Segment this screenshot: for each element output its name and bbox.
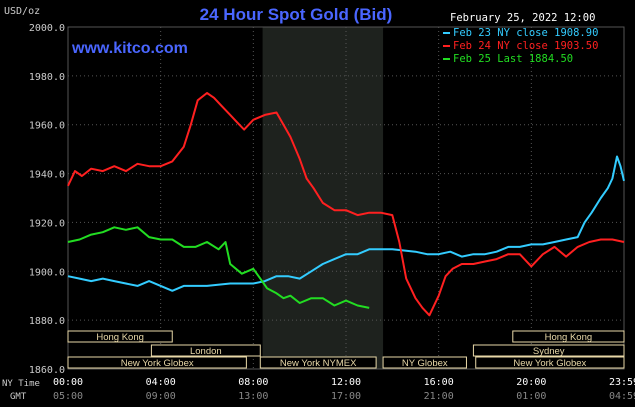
- market-session-box: [472, 344, 625, 357]
- x-tick-label-gmt: 09:00: [146, 391, 176, 402]
- chart-date: February 25, 2022 12:00: [450, 12, 595, 24]
- y-axis: 2000.0 1980.0 1960.0 1940.0 1920.0 1900.0 1880…: [29, 23, 65, 376]
- y-tick-label: 1880.0: [29, 316, 65, 327]
- legend-entry: Feb 24 NY close 1903.50: [453, 40, 598, 52]
- x-tick-label-gmt: 21:00: [424, 391, 454, 402]
- series-line-3: [67, 226, 370, 309]
- market-session-box: [259, 356, 377, 369]
- market-session-label: New York Globex: [121, 358, 194, 369]
- market-session-box: [475, 356, 625, 369]
- x-tick-label-gmt: 13:00: [238, 391, 268, 402]
- market-session-label: Hong Kong: [545, 332, 593, 343]
- x-tick-label-ny: 20:00: [516, 377, 546, 388]
- market-session-label: New York NYMEX: [280, 358, 357, 369]
- x-tick-label-ny: 12:00: [331, 377, 361, 388]
- gmt-label: GMT: [10, 392, 27, 402]
- y-tick-label: 1900.0: [29, 267, 65, 278]
- market-session-box: [67, 330, 173, 343]
- market-session-label: New York Globex: [513, 358, 586, 369]
- grid: [67, 26, 625, 370]
- x-tick-label-gmt: 04:59: [609, 391, 635, 402]
- x-axis: 00:00 05:00 04:00 09:00 08:00 13:00 12:00 17:00…: [53, 377, 635, 402]
- x-tick-label-gmt: 05:00: [53, 391, 83, 402]
- market-session-box: [150, 344, 261, 357]
- legend-entry: Feb 23 NY close 1908.90: [453, 27, 598, 39]
- market-session-box: [512, 330, 625, 343]
- chart-title: 24 Hour Spot Gold (Bid): [200, 5, 393, 24]
- session-shade: [262, 27, 384, 369]
- market-session-box: [382, 356, 467, 369]
- x-tick-label-ny: 08:00: [238, 377, 268, 388]
- y-tick-label: 1920.0: [29, 218, 65, 229]
- y-tick-label: 1960.0: [29, 121, 65, 132]
- y-tick-label: 1980.0: [29, 72, 65, 83]
- trading-session-shade: [262, 27, 384, 369]
- x-tick-label-gmt: 01:00: [516, 391, 546, 402]
- x-tick-label-gmt: 17:00: [331, 391, 361, 402]
- y-tick-label: 1940.0: [29, 170, 65, 181]
- market-session-label: NY Globex: [402, 358, 448, 369]
- market-session-label: Sydney: [533, 346, 565, 357]
- x-tick-label-ny: 16:00: [424, 377, 454, 388]
- y-tick-label: 2000.0: [29, 23, 65, 34]
- y-axis-units: USD/oz: [4, 6, 40, 17]
- series-line-1: [67, 155, 625, 292]
- site-watermark: www.kitco.com: [71, 40, 188, 57]
- y-tick-label: 1860.0: [29, 365, 65, 376]
- market-session-label: Hong Kong: [96, 332, 144, 343]
- market-session-box: [67, 356, 247, 369]
- market-session-label: London: [190, 346, 222, 357]
- x-tick-label-ny: 04:00: [146, 377, 176, 388]
- series-lines: [67, 92, 625, 317]
- x-tick-label-ny: 23:59: [609, 377, 635, 388]
- ny-time-label: NY Time: [2, 379, 40, 389]
- series-line-2: [67, 92, 625, 317]
- x-tick-label-ny: 00:00: [53, 377, 83, 388]
- legend-entry: Feb 25 Last 1884.50: [453, 53, 573, 65]
